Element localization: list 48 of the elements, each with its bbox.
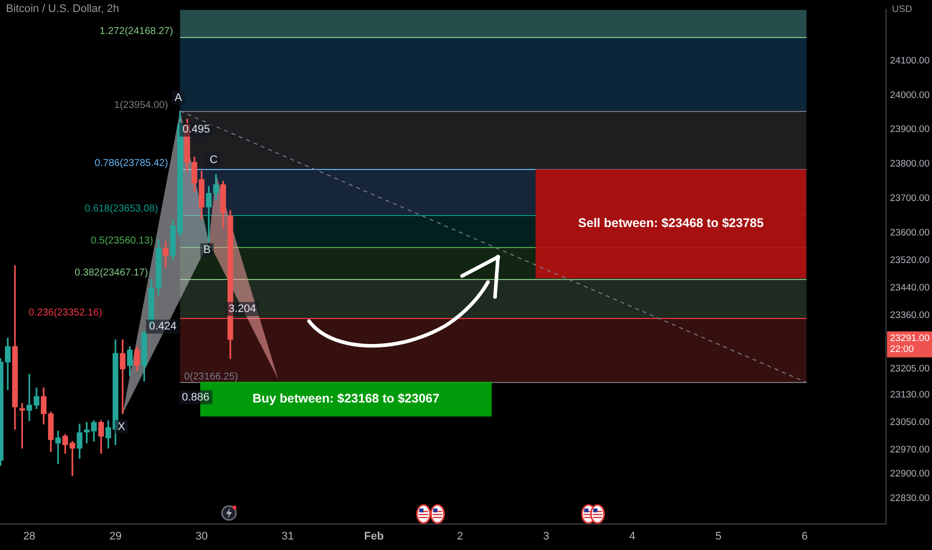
- y-tick-label: 23900.00: [890, 124, 930, 136]
- text: 23291.00: [890, 332, 930, 344]
- band-label: Buy between: $23168 to $23067: [252, 392, 440, 406]
- ref-line-label: 0.382(23467.17): [74, 268, 148, 279]
- y-axis-title: USD: [892, 4, 912, 16]
- ref-line-label: 0.236(23352.16): [28, 307, 102, 318]
- ref-line-label: 0.5(23560.13): [90, 236, 154, 247]
- annotation: C: [210, 154, 218, 166]
- y-tick-label: 22970.00: [890, 444, 930, 456]
- x-tick-label: 3: [543, 530, 550, 543]
- annotation: 3.204: [228, 303, 256, 316]
- y-tick-label: 23800.00: [890, 158, 930, 170]
- y-tick-label: 24000.00: [890, 90, 930, 101]
- y-tick-label: 23440.00: [890, 282, 930, 294]
- ref-line-label: 0.618(23653.08): [84, 204, 158, 215]
- y-tick-label: 23520.00: [890, 255, 930, 266]
- annotation: B: [203, 244, 211, 256]
- ref-line-label: 0(23166.25): [184, 371, 238, 382]
- y-tick-label: 24100.00: [890, 55, 930, 66]
- x-tick-label: 4: [629, 530, 636, 543]
- annotation: 0.424: [148, 320, 176, 333]
- x-tick-label: 6: [802, 530, 808, 543]
- x-tick-label: 5: [715, 530, 722, 543]
- x-tick-label: 31: [282, 530, 294, 543]
- y-tick-label: 23205.00: [890, 364, 930, 375]
- band-label: Sell between: $23468 to $23785: [578, 216, 764, 230]
- annotation: 0.495: [182, 124, 210, 136]
- chart-title: Bitcoin / U.S. Dollar, 2h: [6, 3, 120, 16]
- x-tick-label: 28: [23, 530, 36, 543]
- candlestick: [55, 430, 61, 464]
- ref-line-label: 0.786(23785.42): [94, 158, 168, 170]
- annotation: X: [118, 420, 126, 433]
- y-tick-label: 23600.00: [890, 228, 930, 239]
- ref-line-label: 1.272(24168.27): [100, 26, 174, 38]
- x-tick-label: 30: [195, 530, 208, 543]
- x-tick-label: Feb: [364, 530, 384, 543]
- x-tick-label: 29: [109, 530, 122, 543]
- text: 22:00: [890, 344, 914, 355]
- ref-line-label: 1(23954.00): [114, 100, 168, 111]
- y-tick-label: 22900.00: [890, 468, 930, 480]
- x-tick-label: 2: [456, 530, 464, 543]
- annotation: A: [174, 92, 183, 104]
- y-tick-label: 23050.00: [890, 417, 930, 428]
- annotation: 0.886: [182, 391, 210, 404]
- y-tick-label: 23360.00: [890, 310, 930, 322]
- y-tick-label: 22830.00: [890, 492, 930, 504]
- y-tick-label: 23700.00: [890, 193, 930, 204]
- y-tick-label: 23130.00: [890, 389, 930, 400]
